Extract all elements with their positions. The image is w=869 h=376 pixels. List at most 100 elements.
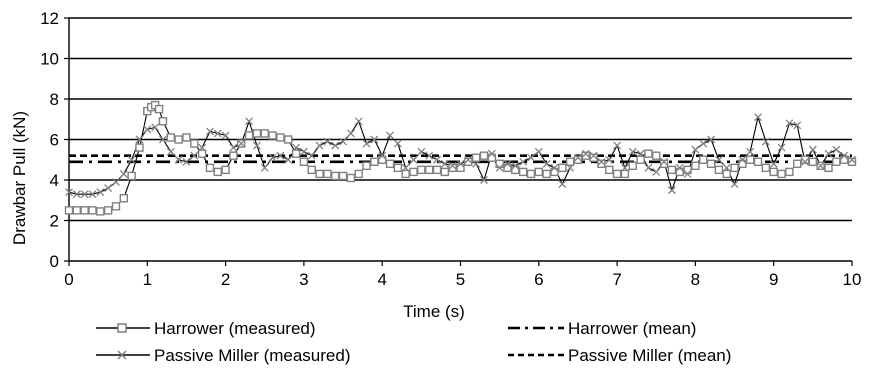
harrower-point [691, 161, 700, 171]
passive-miller-point [135, 135, 144, 144]
passive-miller-point [213, 129, 222, 138]
passive-miller-point [573, 153, 582, 162]
harrower-point [573, 155, 583, 164]
marker-layer [64, 100, 857, 216]
x-tick-label: 1 [143, 270, 152, 289]
passive-miller-point [433, 155, 441, 164]
harrower-point [464, 157, 473, 166]
harrower-point [213, 167, 222, 177]
harrower-point [542, 169, 551, 179]
passive-miller-point [96, 188, 105, 197]
legend-label-harrower-measured: Harrower (measured) [154, 319, 316, 338]
passive-miller-point [339, 137, 348, 146]
passive-miller-point [636, 149, 645, 158]
harrower-point [72, 206, 82, 215]
legend-item-passive-miller-mean: Passive Miller (mean) [508, 346, 731, 365]
passive-miller-point [409, 155, 418, 164]
harrower-point [323, 169, 332, 179]
harrower-point [667, 165, 677, 175]
harrower-point [252, 129, 262, 138]
harrower-point [362, 161, 371, 171]
passive-miller-point [652, 167, 661, 176]
passive-miller-point [221, 131, 230, 140]
passive-miller-point [260, 163, 269, 172]
harrower-point [605, 165, 614, 175]
legend-item-harrower-measured: Harrower (measured) [96, 319, 316, 338]
harrower-point [769, 167, 778, 177]
harrower-point [652, 151, 661, 160]
passive-miller-point [229, 143, 238, 152]
harrower-point [730, 163, 739, 173]
x-tick-label: 7 [612, 270, 621, 289]
passive-miller-point [761, 137, 770, 146]
x-tick-label: 10 [843, 270, 862, 289]
harrower-point [299, 157, 309, 166]
harrower-point [558, 163, 567, 173]
passive-miller-point [417, 147, 426, 156]
passive-miller-point [707, 135, 716, 144]
passive-miller-point [346, 129, 355, 138]
passive-miller-point [495, 163, 504, 172]
passive-miller-point [848, 155, 856, 164]
passive-miller-point [746, 147, 755, 156]
harrower-point [589, 153, 598, 162]
harrower-point [80, 206, 89, 215]
grid-lines [69, 17, 852, 222]
passive-miller-point [425, 151, 434, 160]
passive-miller-point [801, 157, 809, 166]
harrower-point [777, 169, 786, 179]
passive-miller-point [487, 149, 496, 158]
passive-miller-point [307, 151, 316, 160]
passive-miller-point [691, 145, 700, 154]
harrower-point [832, 157, 841, 166]
passive-miller-point [613, 141, 622, 150]
passive-miller-point [182, 157, 191, 166]
passive-miller-point [143, 125, 152, 134]
passive-miller-point [284, 155, 293, 164]
passive-miller-point [808, 145, 817, 154]
passive-miller-point [464, 155, 473, 164]
harrower-point [699, 155, 708, 164]
harrower-point [268, 131, 277, 140]
passive-miller-point [127, 155, 136, 164]
passive-miller-point [722, 163, 731, 172]
x-tick-label: 5 [456, 270, 465, 289]
passive-miller-point [104, 184, 113, 193]
harrower-point [424, 165, 434, 175]
passive-miller-point [88, 190, 97, 199]
y-tick-label: 4 [50, 171, 59, 190]
passive-miller-point [119, 169, 128, 178]
harrower-point [346, 173, 356, 183]
harrower-point [753, 157, 763, 166]
passive-miller-point [378, 151, 387, 160]
axes [64, 17, 853, 266]
harrower-point [581, 151, 590, 160]
harrower-point [620, 169, 630, 179]
y-tick-label: 12 [40, 9, 59, 28]
passive-miller-point [166, 147, 175, 156]
passive-miller-point [401, 163, 410, 172]
passive-miller-point [699, 139, 708, 148]
y-tick-label: 10 [40, 50, 59, 69]
x-tick-label: 0 [64, 270, 73, 289]
legend-label-passive-miller-measured: Passive Miller (measured) [154, 346, 351, 365]
harrower-point [158, 117, 168, 126]
harrower-point [96, 207, 105, 216]
legend-label-passive-miller-mean: Passive Miller (mean) [568, 346, 731, 365]
harrower-point [229, 151, 238, 160]
passive-miller-point [511, 161, 520, 170]
harrower-point [338, 171, 348, 181]
legend: Harrower (measured) Passive Miller (meas… [96, 319, 731, 365]
passive-miller-point [777, 143, 786, 152]
harrower-point [440, 167, 450, 177]
harrower-point [761, 163, 771, 173]
passive-miller-point [832, 145, 841, 154]
passive-miller-point [769, 159, 778, 168]
harrower-point [409, 167, 418, 177]
harrower-point [824, 163, 833, 173]
passive-miller-point [80, 190, 89, 199]
passive-miller-point [840, 151, 849, 160]
passive-miller-point [589, 151, 598, 160]
passive-miller-point [566, 163, 575, 172]
